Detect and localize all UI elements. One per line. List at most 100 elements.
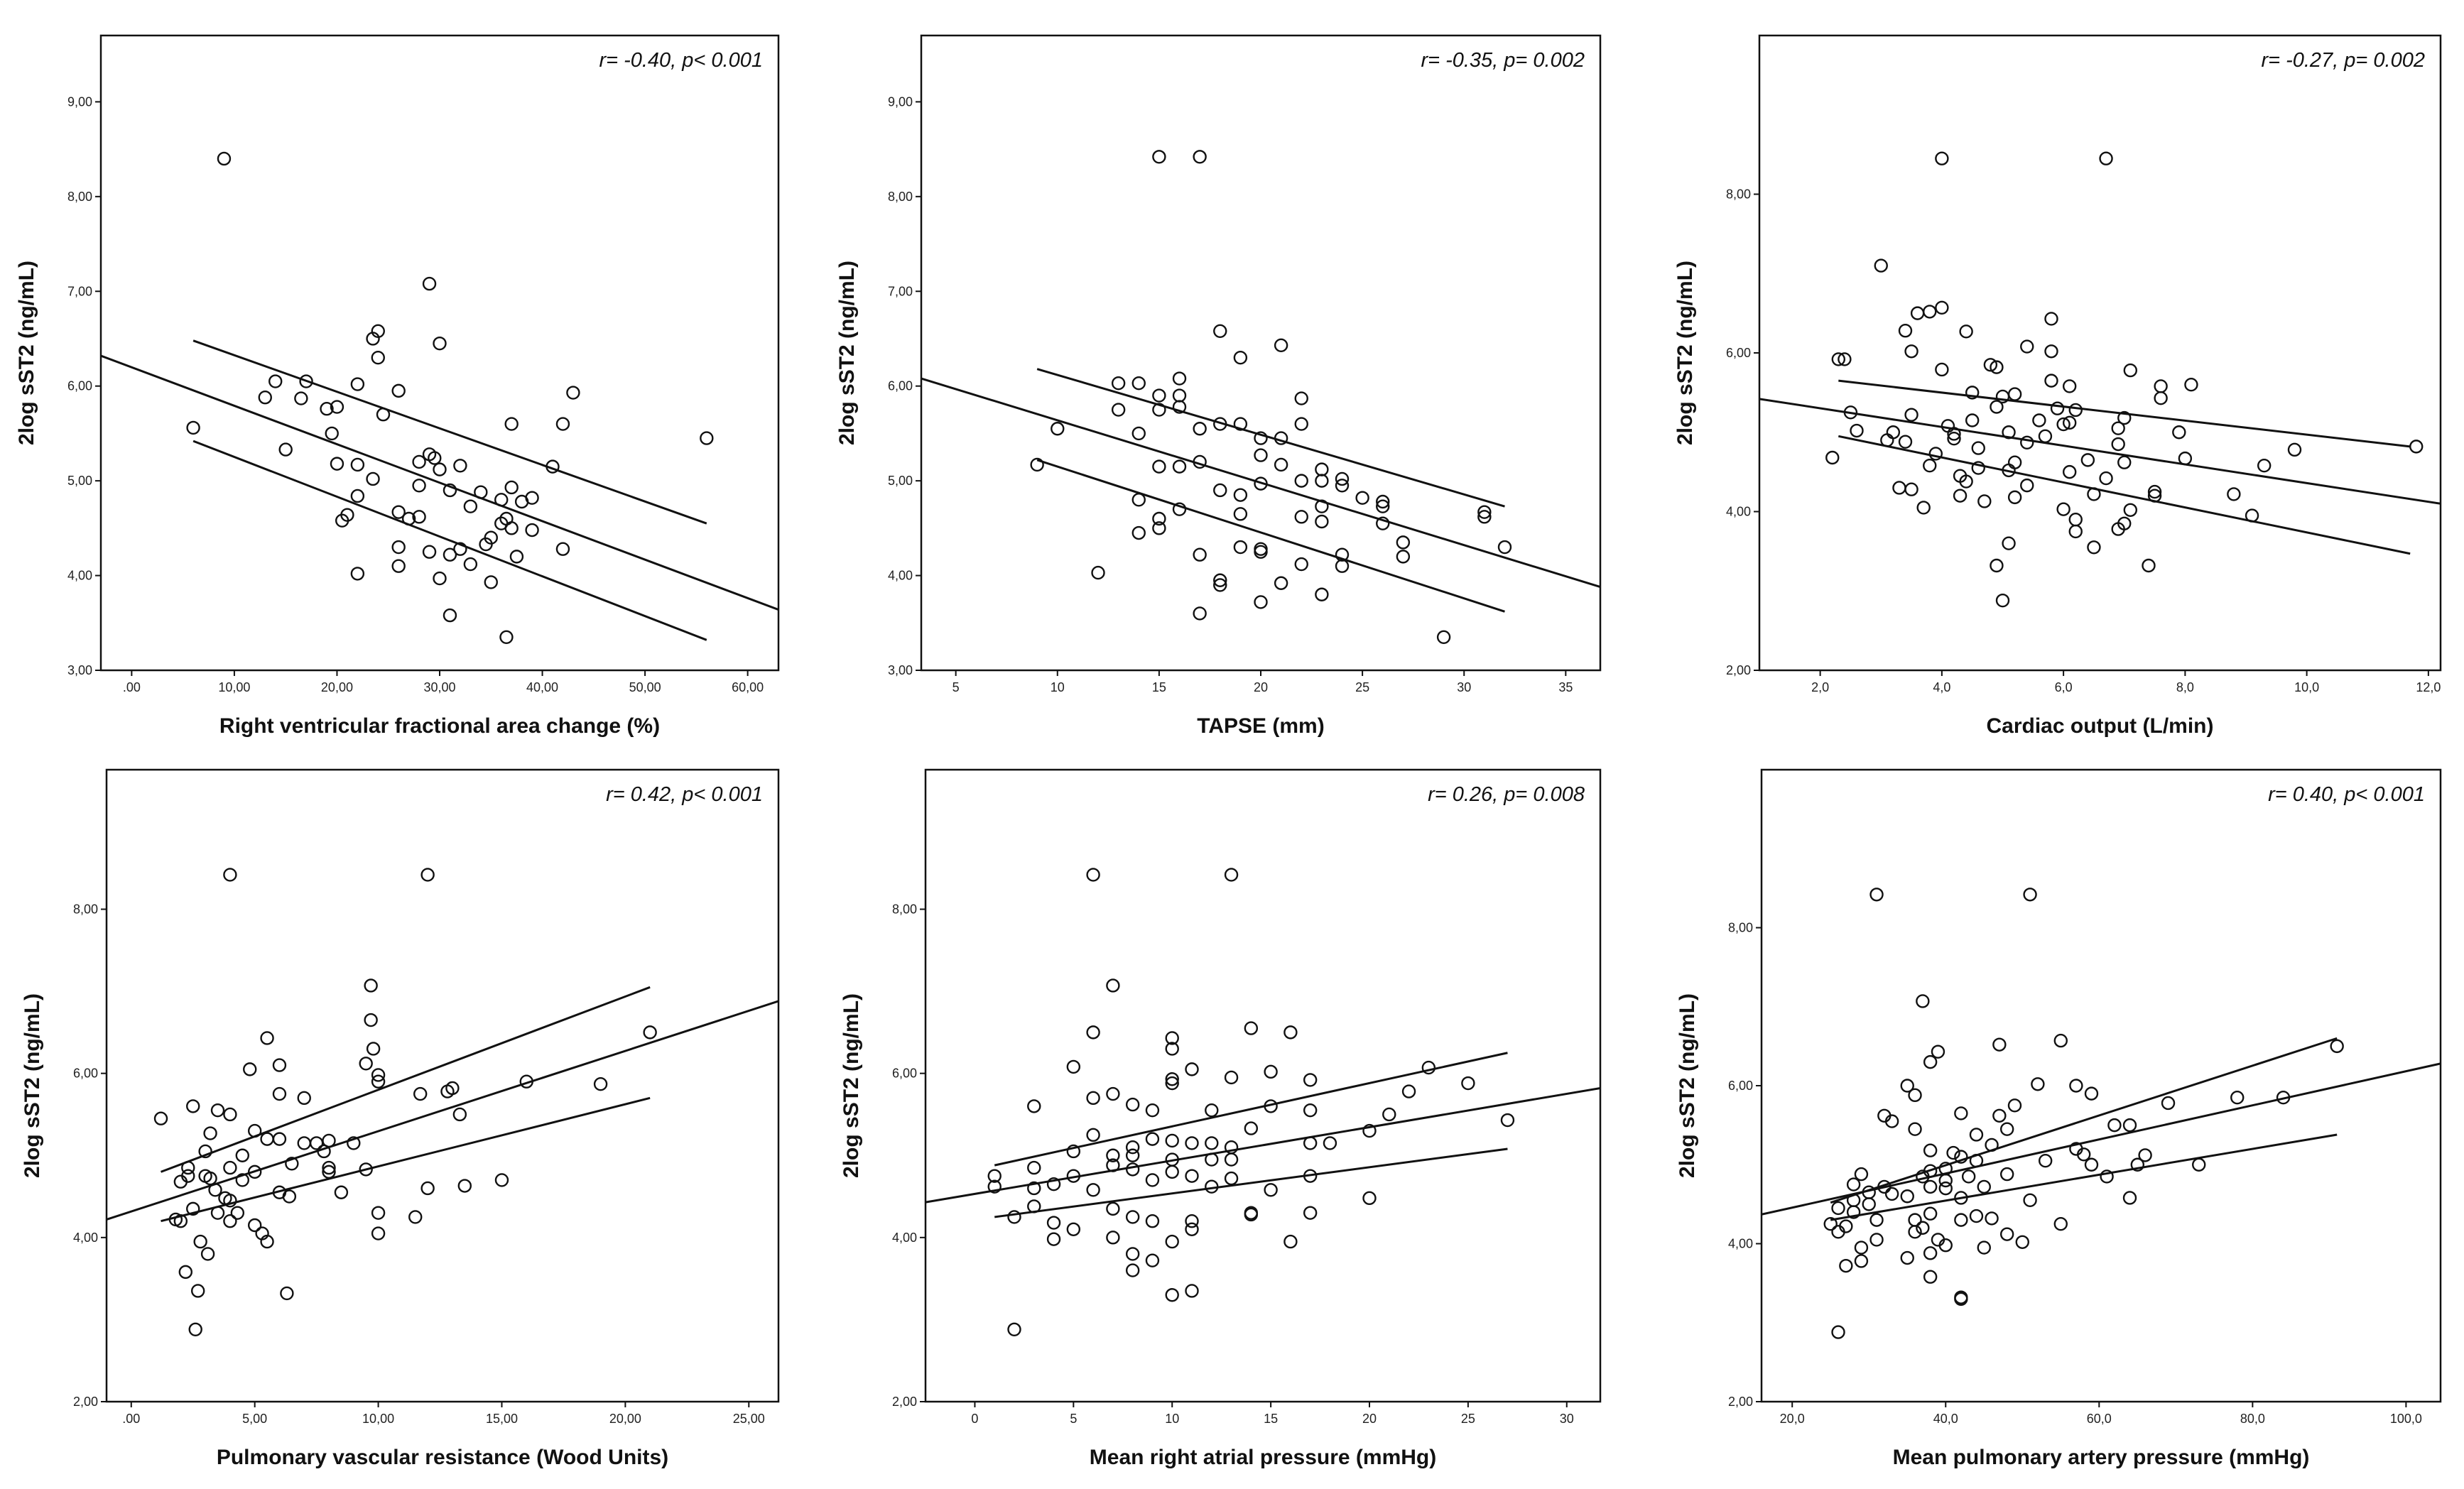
data-point [282,1189,297,1204]
data-point [987,1169,1002,1183]
data-point [1027,1199,1041,1213]
data-point [1992,1108,2007,1123]
data-point [247,1218,262,1233]
data-point [1831,1201,1845,1216]
ci-lower-line [1830,1133,2338,1221]
y-tick-label: 4,00 [1726,505,1751,519]
data-point [1843,405,1858,420]
data-point [1254,476,1268,491]
data-point [1233,350,1248,365]
data-point [364,1013,378,1027]
ci-lower-line [161,1096,651,1223]
data-point [1165,1234,1179,1249]
data-point [1900,1250,1914,1265]
data-point [2002,425,2016,440]
x-tick-label: .00 [123,680,141,694]
plot-frame [924,768,1602,1403]
data-point [278,442,293,457]
data-point [1954,1191,1968,1205]
data-point [504,521,519,535]
data-point [1244,1121,1259,1135]
y-tick-label: 2,00 [73,1395,98,1409]
x-tick-label: 60,0 [2087,1412,2112,1426]
y-tick-label: 5,00 [67,474,92,488]
data-point [1193,454,1207,469]
data-point [433,571,447,586]
data-point [1935,300,1949,315]
data-point [2068,524,2083,539]
data-point [494,1173,509,1187]
data-point [359,1162,373,1177]
data-point [359,1057,373,1071]
ci-lower-line [994,1147,1508,1218]
panel-cardiac-output: 2,0 4,0 6,0 8,0 10,0 12,0 2,00 4,00 6,00 8,00 Card… [1673,34,2442,738]
data-point [1923,1143,1938,1157]
data-point [325,426,339,441]
data-point [1831,352,1846,366]
data-point [217,151,232,166]
data-point [1027,1181,1041,1196]
data-point [1928,447,1943,461]
correlation-label: r= 0.26, p= 0.008 [1428,783,1585,806]
data-point [1205,1136,1219,1150]
data-point [1923,1246,1938,1260]
data-point [320,402,334,416]
data-point [272,1086,287,1101]
data-point [1193,606,1207,621]
data-point [350,567,365,581]
data-point [1007,1322,1021,1336]
data-point [1106,1201,1120,1216]
y-tick-label: 6,00 [73,1067,98,1081]
data-point [1854,1254,1869,1268]
data-point [371,1226,386,1240]
x-axis-title: Right ventricular fractional area change… [219,714,660,738]
y-tick-label: 4,00 [73,1231,98,1245]
data-point [1954,1106,1968,1120]
data-point [1315,514,1329,529]
data-point [1846,1177,1861,1191]
data-point [2409,440,2424,454]
data-point [1992,1037,2007,1052]
data-point [2138,1148,2152,1162]
data-point [1954,1213,1968,1227]
data-point [2227,487,2241,501]
data-point [2002,536,2016,550]
data-point [350,489,365,503]
x-tick-label: 10,0 [2294,680,2319,694]
data-point [1421,1060,1436,1075]
data-point [364,978,378,993]
x-tick-label: 35 [1558,680,1573,694]
data-point [1825,450,1840,465]
regression-line [921,377,1600,589]
data-point [1125,1140,1140,1155]
data-point [1977,1240,1991,1255]
y-tick-label: 9,00 [888,94,913,109]
data-point [2123,363,2138,378]
data-point [2099,151,2113,165]
data-point [1884,1187,1899,1201]
data-point [1971,441,1985,455]
plot-frame [1758,34,2442,672]
data-point [1947,431,1961,446]
data-point [474,485,488,499]
panel-tapse: 5 10 15 20 25 30 35 3,00 4,00 5,00 6,00 7,00 8,00 9,0… [835,34,1602,738]
plot-area [921,150,1600,644]
data-point [401,511,416,526]
data-point [297,1091,311,1106]
x-axis-title: Cardiac output (L/min) [1987,714,2214,738]
y-tick-label: 7,00 [888,284,913,298]
x-tick-label: .00 [122,1412,140,1426]
data-point [443,483,457,498]
x-tick-label: 8,0 [2176,680,2194,694]
data-point [1213,324,1227,339]
correlation-label: r= -0.27, p= 0.002 [2261,49,2425,72]
data-point [1303,1136,1318,1150]
data-point [2062,415,2077,430]
data-point [2056,502,2070,516]
data-point [2007,490,2022,505]
data-point [499,630,514,644]
data-point [2100,1169,2114,1184]
data-point [1224,1171,1239,1186]
data-point [1131,376,1146,391]
